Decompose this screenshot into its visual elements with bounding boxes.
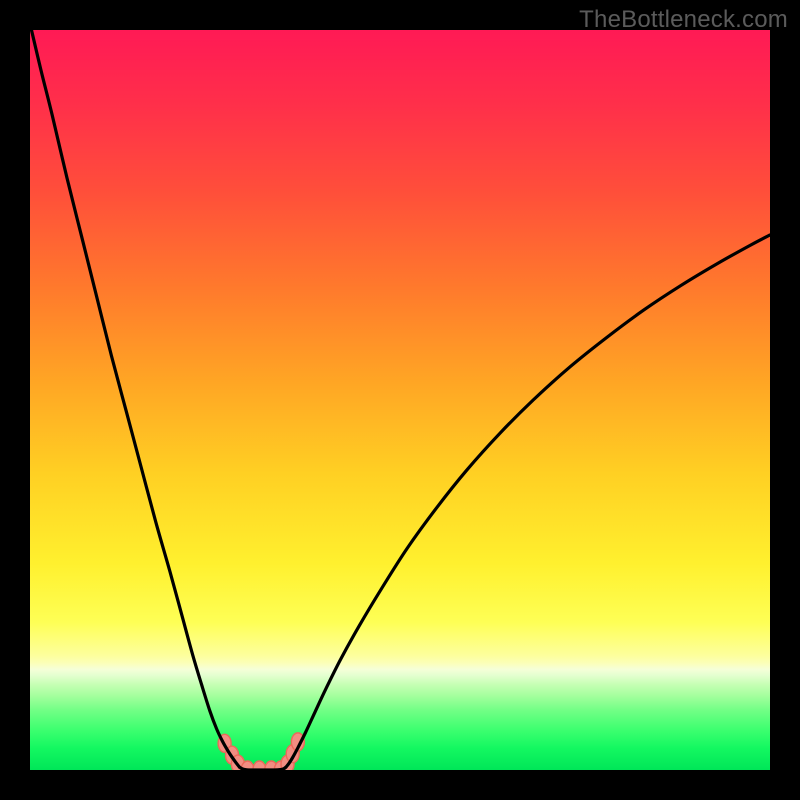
chart-frame: TheBottleneck.com (0, 0, 800, 800)
gradient-background (30, 30, 770, 770)
bottleneck-chart (0, 0, 800, 800)
